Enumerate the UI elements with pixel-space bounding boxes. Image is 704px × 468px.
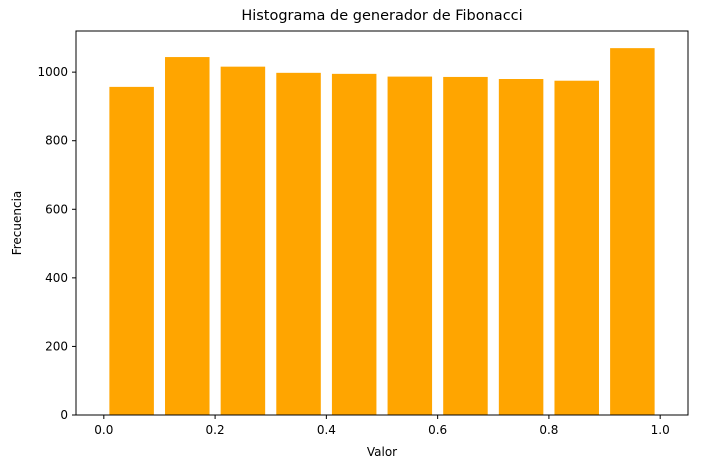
x-tick-label: 0.2 [206, 423, 225, 437]
x-axis-ticks: 0.0 0.2 0.4 0.6 0.8 1.0 [94, 415, 670, 437]
x-tick-label: 0.6 [428, 423, 447, 437]
chart-title: Histograma de generador de Fibonacci [241, 8, 522, 24]
plot-frame [75, 30, 689, 416]
bar-4 [331, 73, 377, 415]
bar-1 [165, 57, 210, 416]
y-axis-ticks: 0 200 400 600 800 1000 [37, 65, 76, 422]
x-tick-label: 0.0 [94, 423, 113, 437]
x-tick-label: 0.8 [539, 423, 558, 437]
bar-7 [498, 79, 544, 415]
y-tick-label: 400 [45, 271, 68, 285]
y-tick-label: 0 [60, 408, 68, 422]
y-tick-label: 600 [45, 202, 68, 216]
bars-group [109, 48, 655, 416]
bar-8 [554, 80, 599, 415]
bar-0 [109, 86, 154, 415]
bar-5 [387, 76, 433, 415]
bar-6 [443, 76, 488, 415]
x-tick-label: 0.4 [317, 423, 336, 437]
y-axis-label: Frecuencia [10, 191, 24, 256]
x-axis-label: Valor [367, 445, 397, 459]
bar-2 [220, 66, 266, 416]
y-tick-label: 800 [45, 134, 68, 148]
bar-3 [276, 72, 321, 415]
y-tick-label: 1000 [37, 65, 68, 79]
x-tick-label: 1.0 [651, 423, 670, 437]
bar-9 [610, 48, 655, 416]
y-tick-label: 200 [45, 339, 68, 353]
